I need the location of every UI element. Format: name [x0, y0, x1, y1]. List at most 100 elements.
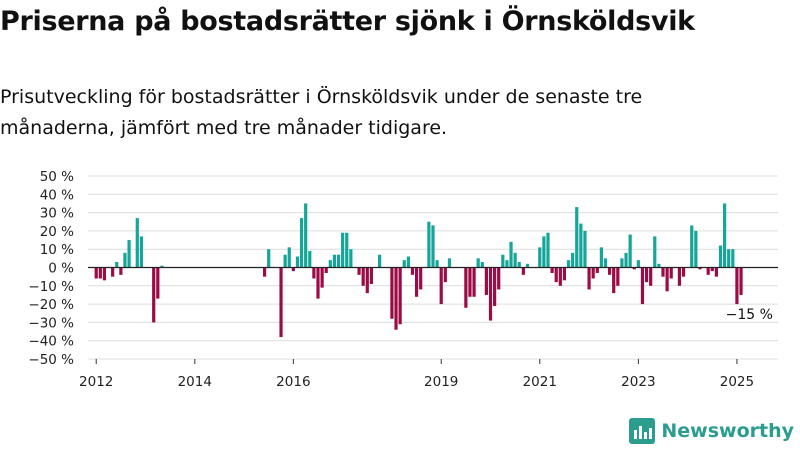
bar	[599, 247, 603, 268]
chart-title: Priserna på bostadsrätter sjönk i Örnskö…	[0, 6, 695, 37]
bar	[406, 256, 410, 268]
bar	[649, 267, 653, 286]
bar	[336, 254, 341, 268]
bar	[562, 267, 567, 281]
bar	[312, 267, 316, 279]
bar	[727, 249, 731, 268]
bar	[345, 232, 349, 268]
bar	[595, 267, 599, 273]
bar	[554, 267, 558, 283]
bar	[435, 260, 439, 268]
x-tick-label: 2019	[424, 374, 458, 390]
bar	[378, 254, 382, 268]
bar	[402, 260, 406, 268]
x-tick-label: 2014	[178, 374, 212, 390]
bar	[718, 245, 723, 268]
bar	[620, 258, 624, 268]
bar	[295, 256, 300, 268]
bar	[308, 251, 312, 268]
bar	[488, 267, 493, 321]
bar	[369, 267, 373, 284]
y-tick-label: −40 %	[28, 334, 74, 350]
bar	[139, 236, 143, 268]
y-tick-label: −20 %	[28, 297, 74, 313]
bar	[694, 230, 698, 268]
bar	[513, 252, 517, 268]
bar	[328, 260, 332, 268]
y-tick-label: −10 %	[28, 279, 74, 295]
bar	[661, 267, 665, 277]
bar	[681, 267, 686, 277]
bar	[316, 267, 320, 299]
bar	[731, 249, 735, 268]
bar	[571, 252, 575, 268]
bar	[628, 234, 632, 268]
bar	[127, 240, 131, 268]
bar	[102, 267, 107, 281]
bar	[98, 267, 102, 279]
x-axis-ticks: 2012 2014 2016 2019 2021 2023 2025	[79, 359, 754, 390]
y-tick-label: 40 %	[40, 187, 74, 203]
bar	[579, 223, 583, 268]
bar	[410, 267, 415, 275]
bar-chart-logo-icon	[629, 418, 656, 444]
bar	[480, 262, 484, 268]
bar	[464, 267, 468, 308]
bar	[735, 267, 739, 305]
bar	[263, 267, 267, 277]
bar	[484, 267, 488, 295]
bar	[546, 232, 550, 268]
y-tick-label: −50 %	[28, 352, 74, 368]
bar	[160, 265, 164, 268]
bar	[287, 247, 291, 268]
bar	[304, 203, 308, 268]
bar	[521, 267, 525, 275]
chart-subtitle: Prisutveckling för bostadsrätter i Örnsk…	[0, 86, 643, 139]
bar	[538, 247, 542, 268]
bar	[111, 267, 115, 277]
bar	[624, 252, 628, 268]
bar	[575, 207, 579, 268]
bar	[657, 263, 661, 268]
bar	[690, 225, 694, 268]
bar	[439, 267, 443, 305]
bar	[566, 260, 571, 268]
bar	[135, 218, 139, 268]
bar	[493, 267, 497, 306]
logo-text: Newsworthy	[661, 420, 794, 442]
bar	[115, 262, 119, 268]
bar	[349, 249, 353, 268]
bar	[291, 267, 295, 272]
x-tick-label: 2012	[79, 374, 113, 390]
x-tick-label: 2023	[621, 374, 655, 390]
bar	[152, 267, 156, 323]
bar	[632, 267, 636, 270]
bar	[612, 267, 616, 294]
bar	[341, 232, 345, 268]
bar	[542, 236, 546, 268]
bar	[665, 267, 669, 292]
bar	[517, 262, 521, 268]
newsworthy-logo: Newsworthy	[629, 418, 794, 444]
bar	[267, 249, 271, 268]
bar	[390, 267, 394, 319]
bar	[398, 267, 402, 325]
bar	[710, 267, 714, 272]
y-tick-label: 0 %	[48, 261, 74, 277]
bar	[603, 258, 608, 268]
bar	[669, 267, 673, 279]
bar	[714, 267, 718, 277]
y-tick-label: 20 %	[40, 224, 74, 240]
x-tick-label: 2021	[523, 374, 557, 390]
bar	[123, 252, 127, 268]
bar	[525, 263, 530, 268]
bar	[472, 267, 476, 297]
bar	[616, 267, 620, 286]
bar	[156, 267, 160, 299]
annotations: −15 %	[726, 307, 773, 323]
bar	[447, 258, 452, 268]
bar	[468, 267, 472, 297]
bar-chart: 50 % 40 % 30 % 20 % 10 % 0 % −10 % −20 % −30 % −4…	[28, 169, 778, 390]
bar	[94, 267, 98, 279]
bar	[320, 267, 324, 288]
